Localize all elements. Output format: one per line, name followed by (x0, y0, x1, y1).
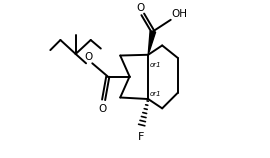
Text: or1: or1 (150, 91, 161, 97)
Text: O: O (85, 52, 93, 62)
Text: OH: OH (171, 9, 187, 18)
Polygon shape (148, 31, 156, 55)
Text: O: O (136, 3, 144, 13)
Text: O: O (99, 104, 107, 115)
Text: or1: or1 (150, 62, 161, 68)
Text: F: F (138, 132, 144, 142)
